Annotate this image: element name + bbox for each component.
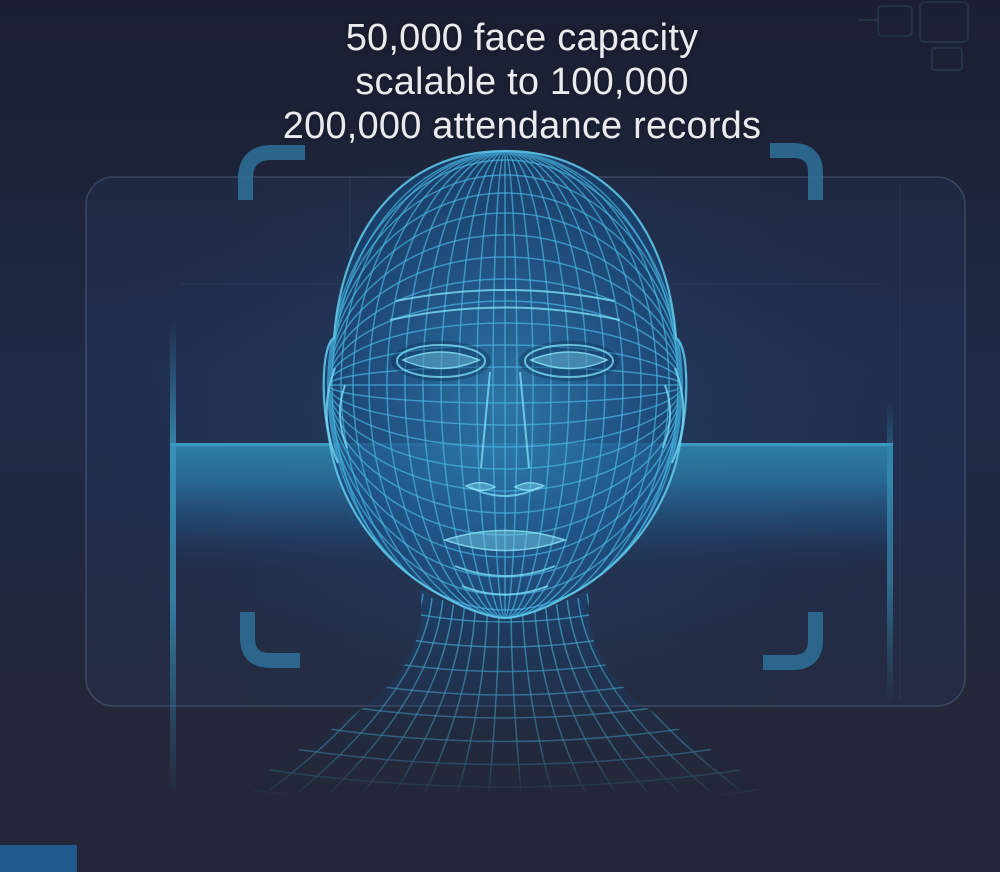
headline-line-2: scalable to 100,000 [355,61,689,103]
circuit-pattern [858,1,969,71]
face-features [389,289,621,596]
nose [480,371,491,469]
headline-line-1: 50,000 face capacity [345,17,699,59]
headline: 50,000 face capacity scalable to 100,000… [22,16,1000,148]
scan-frame-corner-bottom-right [763,612,823,670]
eye-right [529,351,609,370]
scan-beam-left-edge [170,320,176,788]
scan-frame-corner-bottom-left [240,612,300,668]
mouth [442,529,568,552]
eye-left [401,351,481,370]
neck-shoulders-mesh [248,588,762,800]
face-wireframe [322,149,688,620]
ear-right [662,367,685,464]
scan-frame [238,143,823,670]
scan-frame-corner-top-right [770,143,823,200]
headline-line-3: 200,000 attendance records [282,105,762,147]
scan-frame-corner-top-left [238,145,305,200]
ear-left [325,367,348,464]
scan-beam-right-edge [887,400,893,700]
bottom-left-accent [0,845,77,872]
